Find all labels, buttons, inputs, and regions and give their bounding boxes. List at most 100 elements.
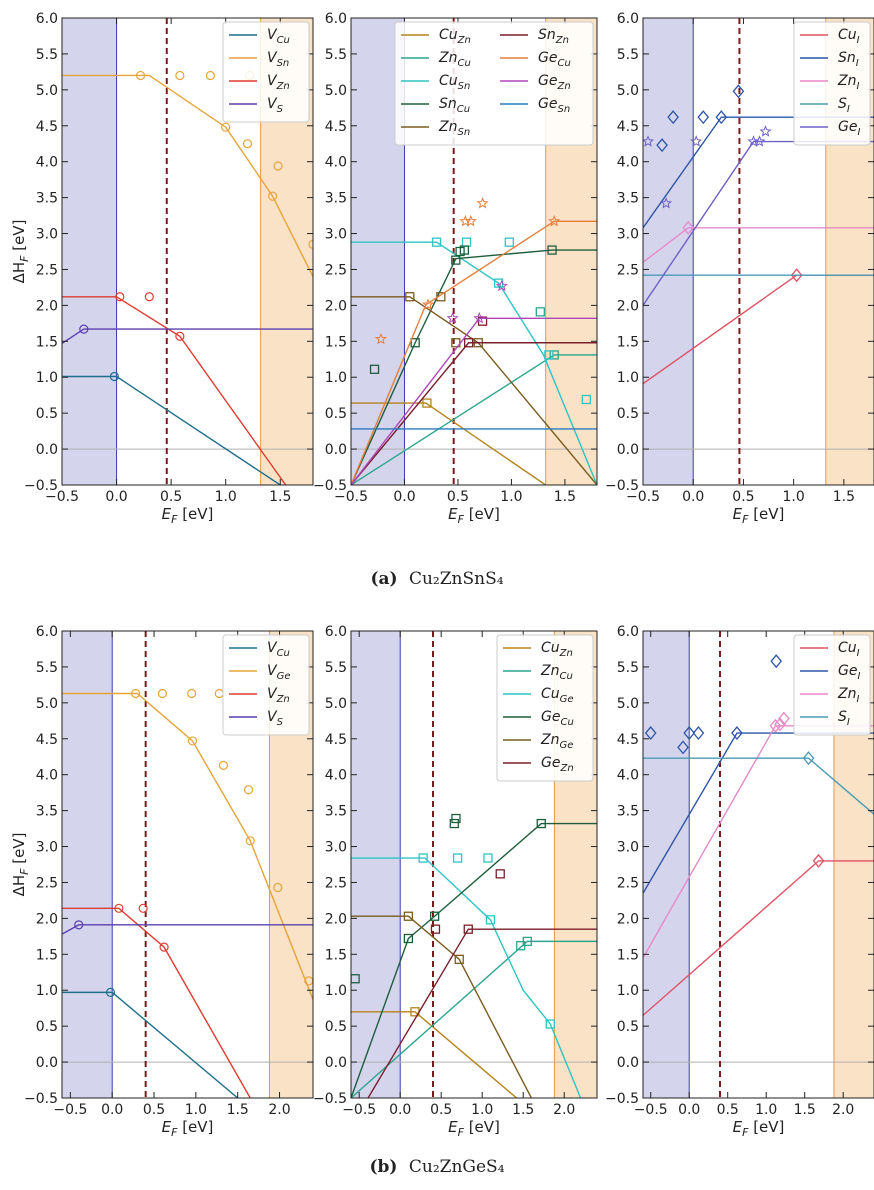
x-tick-label: 2.0	[553, 1102, 575, 1118]
y-tick-label: 2.5	[325, 262, 347, 278]
y-tick-label: 3.5	[325, 191, 347, 207]
panel-b-vacancies-plot: −0.5 0.0 0.5 1.0 1.5 2.0 2.5 3.0 3.5 4.0 4.5 5.0 5.5…	[10, 624, 314, 1139]
y-tick-label: −0.5	[313, 1091, 347, 1107]
data-point	[157, 688, 167, 699]
legend-box	[222, 634, 310, 736]
data-point	[218, 760, 229, 770]
data-point	[205, 70, 216, 81]
y-tick-label: 5.0	[325, 83, 347, 99]
data-point	[683, 726, 696, 741]
y-tick-label: −0.5	[24, 478, 58, 494]
caption-a-label: (a)	[370, 569, 397, 589]
y-axis-label: ΔHF [eV]	[10, 833, 31, 897]
legend-label: VZn	[267, 686, 290, 705]
legend-label: ZnI	[837, 686, 859, 705]
data-point	[483, 853, 493, 863]
series-line	[62, 375, 281, 485]
data-point	[536, 818, 546, 829]
y-tick-label: 3.5	[36, 191, 58, 207]
series-CuZn	[351, 398, 547, 485]
series-line	[62, 692, 313, 1000]
y-tick-label: 4.5	[36, 732, 58, 748]
y-tick-label: −0.5	[24, 1091, 58, 1107]
legend-box	[793, 21, 871, 146]
data-point	[422, 398, 432, 408]
y-tick-label: 4.0	[617, 768, 639, 784]
legend-label: VSn	[267, 50, 289, 69]
data-point	[535, 307, 545, 317]
legend-label: GeSn	[538, 96, 570, 115]
y-tick-label: 5.5	[617, 47, 639, 63]
data-point	[105, 987, 116, 997]
series-line	[62, 328, 313, 345]
x-tick-label: 1.0	[185, 1102, 207, 1118]
legend-label: VGe	[267, 663, 290, 682]
data-point	[115, 292, 125, 302]
y-tick-label: 3.0	[617, 227, 639, 243]
x-tick-label: −0.5	[634, 1102, 668, 1118]
data-point	[429, 911, 440, 921]
data-point	[74, 920, 84, 930]
y-tick-label: 2.5	[617, 262, 639, 278]
valence-band-region	[643, 18, 694, 485]
legend-label: CuGe	[541, 686, 574, 705]
series-line	[351, 857, 582, 1098]
y-tick-label: 0.5	[36, 1019, 58, 1035]
series-line	[351, 296, 597, 485]
data-point	[144, 292, 154, 302]
legend-label: ZnI	[837, 73, 859, 92]
y-tick-label: 2.0	[617, 298, 639, 314]
data-point	[476, 197, 489, 209]
caption-a-text: Cu₂ZnSnS₄	[409, 569, 504, 589]
legend-box	[222, 21, 310, 123]
legend-label: ZnGe	[540, 732, 573, 751]
data-point	[138, 903, 148, 913]
x-tick-label: 1.5	[512, 1102, 534, 1118]
y-tick-label: 6.0	[617, 11, 639, 27]
data-point	[374, 332, 388, 345]
x-tick-label: 1.0	[471, 1102, 493, 1118]
panel-a-interstitials-plot: −0.5 0.0 0.5 1.0 1.5 2.0 2.5 3.0 3.5 4.0 4.5 5.0 5.5…	[605, 11, 874, 526]
caption-a: (a) Cu₂ZnSnS₄	[370, 569, 503, 589]
series-VZn	[62, 903, 251, 1098]
legend-label: GeZn	[541, 755, 574, 774]
data-point	[273, 161, 283, 171]
legend: VCu VGe VZn VS	[222, 634, 310, 736]
series-VCu	[62, 987, 239, 1098]
y-tick-label: 2.0	[617, 911, 639, 927]
series-ZnI	[643, 220, 874, 263]
x-tick-label: 1.5	[554, 489, 576, 505]
series-CuGe	[351, 853, 582, 1098]
y-tick-label: 4.0	[325, 768, 347, 784]
y-tick-label: 4.5	[617, 732, 639, 748]
data-point	[369, 364, 380, 374]
axes-frame	[350, 630, 598, 1099]
legend: CuI GeI ZnI SI	[793, 634, 871, 736]
data-point	[677, 740, 689, 755]
data-point	[187, 736, 198, 746]
series-SI	[643, 751, 874, 815]
valence-band-region	[643, 631, 690, 1098]
x-tick-label: 1.0	[755, 1102, 777, 1118]
x-tick-label: 0.0	[105, 489, 127, 505]
y-tick-label: 4.5	[617, 119, 639, 135]
y-tick-label: 3.0	[325, 227, 347, 243]
legend-label: CuI	[838, 640, 860, 659]
y-tick-label: 0.0	[36, 442, 58, 458]
series-line	[351, 342, 597, 485]
x-tick-label: 2.0	[268, 1102, 290, 1118]
series-line	[351, 402, 547, 485]
y-tick-label: 0.0	[36, 1055, 58, 1071]
data-point	[159, 942, 169, 952]
x-tick-label: 1.0	[783, 489, 805, 505]
data-point	[516, 941, 526, 951]
series-GeCu	[351, 813, 597, 1098]
x-tick-label: 1.5	[833, 489, 855, 505]
y-tick-label: 5.0	[36, 83, 58, 99]
y-tick-label: 4.5	[36, 119, 58, 135]
data-point	[405, 292, 415, 302]
legend-label: CuSn	[439, 73, 470, 92]
panel-a-antisites-plot: −0.5 0.0 0.5 1.0 1.5 2.0 2.5 3.0 3.5 4.0 4.5 5.0 5.5…	[313, 11, 598, 526]
y-tick-label: 0.0	[325, 442, 347, 458]
